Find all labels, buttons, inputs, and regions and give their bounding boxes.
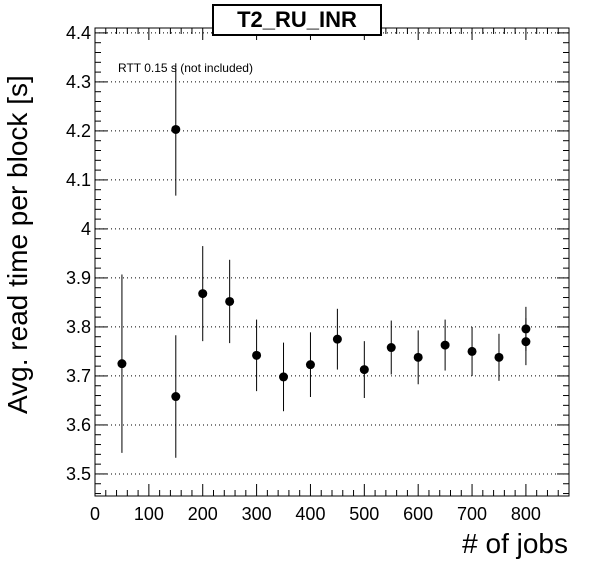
data-point: [467, 346, 477, 356]
x-tick-label: 100: [134, 504, 164, 524]
data-point: [494, 352, 504, 362]
data-point: [279, 372, 289, 382]
y-tick-label: 4.3: [66, 72, 91, 92]
data-point: [171, 392, 181, 402]
data-point: [198, 289, 208, 299]
x-tick-label: 700: [457, 504, 487, 524]
y-axis-label: Avg. read time per block [s]: [2, 75, 33, 414]
data-point: [521, 324, 531, 334]
x-tick-label: 600: [403, 504, 433, 524]
data-point: [225, 296, 235, 306]
y-tick-label: 3.5: [66, 464, 91, 484]
y-tick-label: 4: [81, 219, 91, 239]
y-tick-label: 4.1: [66, 170, 91, 190]
data-point: [117, 359, 127, 369]
x-tick-label: 0: [90, 504, 100, 524]
data-point: [386, 343, 396, 353]
y-tick-label: 4.4: [66, 23, 91, 43]
y-tick-label: 3.8: [66, 317, 91, 337]
data-point: [332, 334, 342, 344]
y-tick-label: 3.6: [66, 415, 91, 435]
data-point: [305, 360, 315, 370]
y-tick-label: 3.9: [66, 268, 91, 288]
x-tick-label: 300: [242, 504, 272, 524]
data-point: [440, 340, 450, 350]
plot-frame: [94, 27, 570, 497]
chart-annotation: RTT 0.15 s (not included): [118, 61, 253, 75]
x-tick-label: 400: [295, 504, 325, 524]
x-tick-label: 800: [511, 504, 541, 524]
chart-title: T2_RU_INR: [212, 4, 382, 36]
data-point: [359, 365, 369, 375]
x-tick-label: 500: [349, 504, 379, 524]
x-axis-label: # of jobs: [462, 528, 568, 559]
x-tick-label: 200: [188, 504, 218, 524]
data-point: [252, 350, 262, 360]
y-tick-label: 3.7: [66, 366, 91, 386]
data-point: [413, 352, 423, 362]
data-point: [171, 124, 181, 134]
y-tick-label: 4.2: [66, 121, 91, 141]
